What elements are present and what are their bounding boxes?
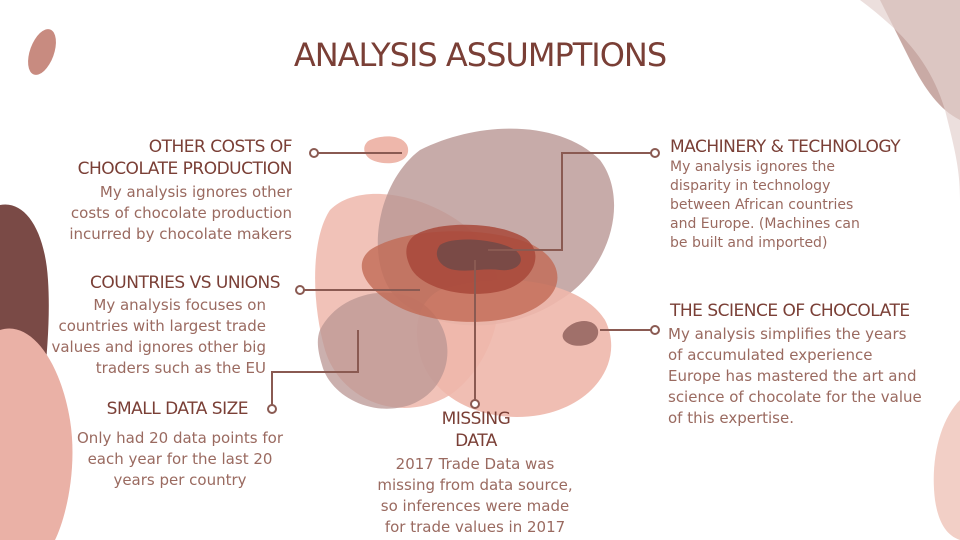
- machinery-line: between African countries: [670, 197, 854, 213]
- other-costs-heading-line1: OTHER COSTS OF: [148, 137, 293, 157]
- countries-unions-line: traders such as the EU: [95, 359, 266, 377]
- machinery-line: disparity in technology: [670, 178, 831, 194]
- countries-unions-heading: COUNTRIES VS UNIONS: [90, 273, 280, 293]
- science-line: Europe has mastered the art and: [668, 367, 917, 385]
- small-oval-top-left: [28, 29, 56, 75]
- missing-data-heading: MISSING DATA: [396, 408, 556, 452]
- countries-unions-line: countries with largest trade: [58, 317, 266, 335]
- missing-data-heading-line2: DATA: [455, 431, 497, 451]
- missing-data-body: 2017 Trade Data was missing from data so…: [360, 454, 590, 538]
- machinery-heading: MACHINERY & TECHNOLOGY: [670, 137, 901, 157]
- blob-salmon-small: [364, 136, 409, 164]
- connector-dots: [267, 148, 660, 414]
- countries-unions-line: My analysis focuses on: [93, 296, 266, 314]
- machinery-body: My analysis ignores the disparity in tec…: [670, 158, 950, 253]
- missing-data-line: for trade values in 2017: [384, 518, 566, 536]
- small-data-body: Only had 20 data points for each year fo…: [60, 428, 300, 491]
- other-costs-heading: OTHER COSTS OF CHOCOLATE PRODUCTION: [32, 136, 293, 180]
- slide-title: ANALYSIS ASSUMPTIONS: [293, 36, 667, 74]
- other-costs-line: My analysis ignores other: [99, 183, 292, 201]
- missing-data-line: 2017 Trade Data was: [395, 455, 555, 473]
- countries-unions-body: My analysis focuses on countries with la…: [6, 295, 266, 379]
- left-pink-blob: [0, 328, 73, 540]
- small-data-line: years per country: [113, 471, 247, 489]
- blob-mauve-small: [562, 321, 599, 346]
- missing-data-heading-line1: MISSING: [441, 409, 511, 429]
- countries-unions-line: values and ignores other big: [51, 338, 266, 356]
- other-costs-heading-line2: CHOCOLATE PRODUCTION: [77, 159, 293, 179]
- other-costs-body: My analysis ignores other costs of choco…: [0, 182, 292, 245]
- small-data-heading: SMALL DATA SIZE: [106, 399, 249, 419]
- machinery-line: be built and imported): [670, 235, 828, 251]
- small-data-line: Only had 20 data points for: [77, 429, 283, 447]
- machinery-line: and Europe. (Machines can: [670, 216, 860, 232]
- science-body: My analysis simplifies the years of accu…: [668, 324, 953, 429]
- science-line: science of chocolate for the value: [668, 388, 922, 406]
- blob-core: [436, 239, 521, 271]
- connector-lines: [271, 152, 655, 405]
- other-costs-line: costs of chocolate production: [70, 204, 292, 222]
- corner-blob-top-right-light: [860, 0, 960, 200]
- missing-data-line: missing from data source,: [377, 476, 573, 494]
- blob-mauve-lower: [317, 292, 448, 409]
- science-line: of this expertise.: [668, 409, 794, 427]
- other-costs-line: incurred by chocolate makers: [69, 225, 292, 243]
- right-edge-blob: [933, 400, 960, 540]
- science-line: My analysis simplifies the years: [668, 325, 907, 343]
- science-heading: THE SCIENCE OF CHOCOLATE: [670, 301, 910, 321]
- missing-data-line: so inferences were made: [380, 497, 570, 515]
- small-data-line: each year for the last 20: [87, 450, 273, 468]
- machinery-line: My analysis ignores the: [670, 159, 835, 175]
- science-line: of accumulated experience: [668, 346, 873, 364]
